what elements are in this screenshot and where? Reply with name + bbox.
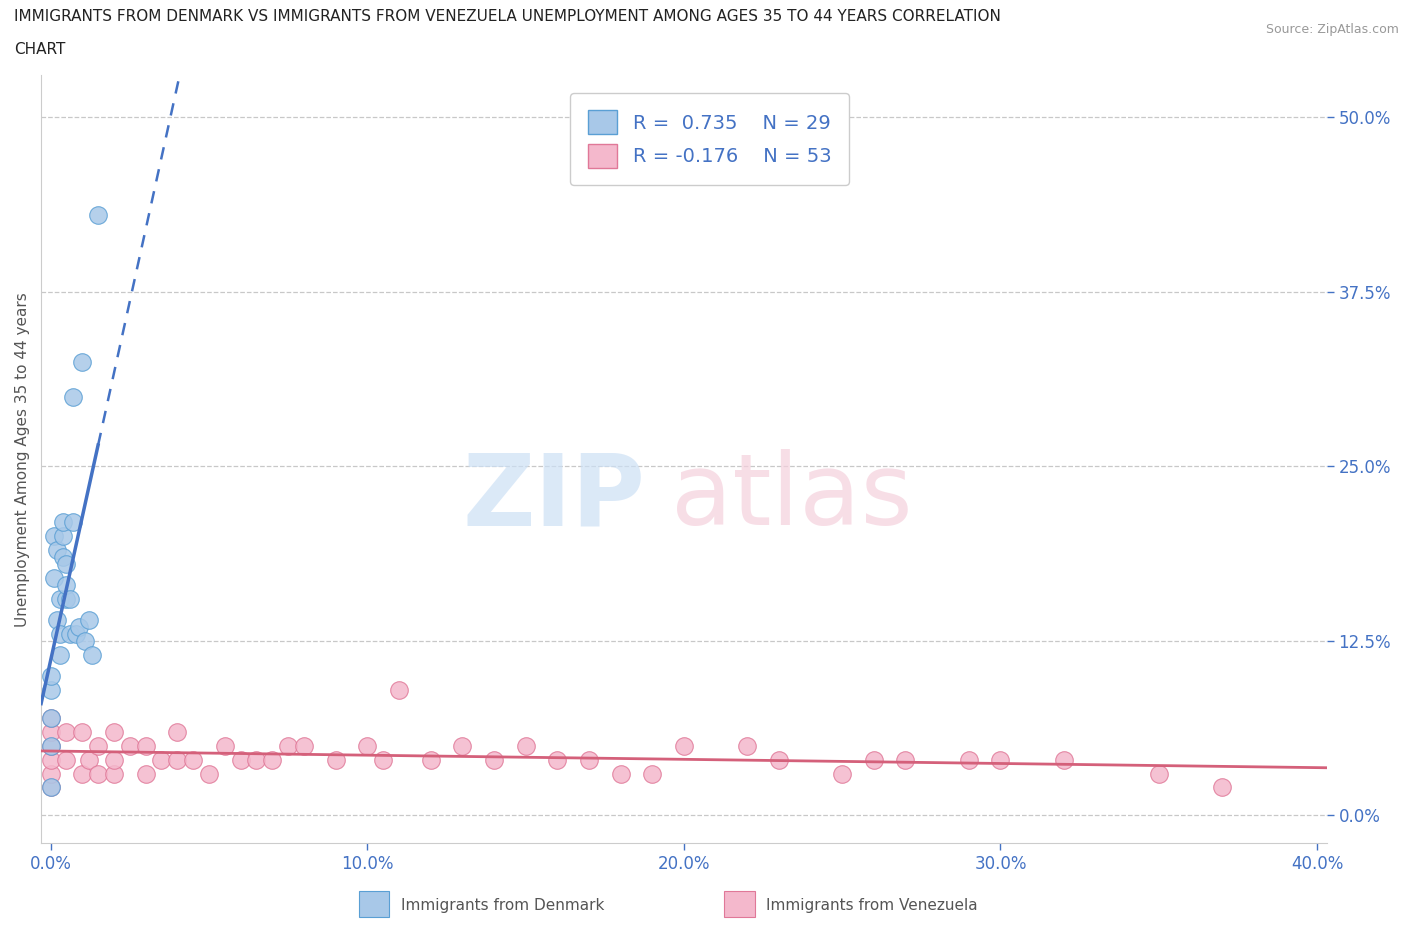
Point — [75, 633, 97, 648]
Point — [672, 738, 695, 753]
Point — [67, 619, 90, 634]
Point — [52, 550, 75, 565]
Point — [39, 780, 62, 795]
Point — [862, 752, 884, 767]
Point — [118, 738, 141, 753]
Point — [451, 738, 474, 753]
Point — [42, 529, 65, 544]
Point — [103, 766, 125, 781]
Point — [181, 752, 204, 767]
Point — [62, 389, 84, 404]
Text: CHART: CHART — [14, 42, 66, 57]
Point — [214, 738, 236, 753]
Point — [356, 738, 378, 753]
Y-axis label: Unemployment Among Ages 35 to 44 years: Unemployment Among Ages 35 to 44 years — [15, 292, 30, 627]
Point — [59, 627, 82, 642]
Text: Immigrants from Venezuela: Immigrants from Venezuela — [766, 898, 979, 913]
Point — [72, 354, 94, 369]
Point — [103, 752, 125, 767]
Point — [39, 780, 62, 795]
Point — [325, 752, 347, 767]
Point — [135, 738, 157, 753]
Point — [55, 591, 77, 606]
Point — [166, 752, 188, 767]
Point — [39, 738, 62, 753]
Point — [45, 543, 67, 558]
Point — [39, 669, 62, 684]
Text: atlas: atlas — [671, 449, 912, 546]
Point — [578, 752, 600, 767]
Point — [39, 766, 62, 781]
Point — [49, 647, 72, 662]
Point — [52, 515, 75, 530]
Point — [87, 207, 110, 222]
Point — [277, 738, 299, 753]
Point — [87, 738, 110, 753]
Point — [482, 752, 505, 767]
Point — [641, 766, 664, 781]
Point — [957, 752, 980, 767]
Legend: R =  0.735    N = 29, R = -0.176    N = 53: R = 0.735 N = 29, R = -0.176 N = 53 — [571, 93, 849, 185]
Point — [72, 724, 94, 739]
Text: Source: ZipAtlas.com: Source: ZipAtlas.com — [1265, 23, 1399, 36]
Point — [80, 647, 103, 662]
Point — [55, 752, 77, 767]
Point — [166, 724, 188, 739]
Point — [419, 752, 441, 767]
Point — [65, 627, 87, 642]
Point — [609, 766, 631, 781]
Point — [292, 738, 315, 753]
Point — [39, 752, 62, 767]
Point — [388, 683, 411, 698]
Point — [768, 752, 790, 767]
Point — [59, 591, 82, 606]
Point — [39, 724, 62, 739]
Point — [87, 766, 110, 781]
Point — [39, 738, 62, 753]
Point — [1053, 752, 1076, 767]
Point — [1147, 766, 1170, 781]
Text: Immigrants from Denmark: Immigrants from Denmark — [401, 898, 605, 913]
Point — [245, 752, 267, 767]
Point — [1211, 780, 1233, 795]
Point — [49, 627, 72, 642]
Point — [55, 557, 77, 572]
Text: ZIP: ZIP — [463, 449, 645, 546]
Point — [990, 752, 1012, 767]
Point — [371, 752, 394, 767]
Point — [62, 515, 84, 530]
Point — [55, 724, 77, 739]
Point — [39, 711, 62, 725]
Point — [150, 752, 173, 767]
Text: IMMIGRANTS FROM DENMARK VS IMMIGRANTS FROM VENEZUELA UNEMPLOYMENT AMONG AGES 35 : IMMIGRANTS FROM DENMARK VS IMMIGRANTS FR… — [14, 9, 1001, 24]
Point — [39, 683, 62, 698]
Point — [229, 752, 252, 767]
Point — [55, 578, 77, 592]
Point — [515, 738, 537, 753]
Point — [546, 752, 568, 767]
Point — [39, 711, 62, 725]
Point — [198, 766, 221, 781]
Point — [831, 766, 853, 781]
Point — [262, 752, 284, 767]
Point — [77, 613, 100, 628]
Point — [735, 738, 758, 753]
Point — [103, 724, 125, 739]
Point — [42, 571, 65, 586]
Point — [72, 766, 94, 781]
Point — [77, 752, 100, 767]
Point — [49, 591, 72, 606]
Point — [52, 529, 75, 544]
Point — [45, 613, 67, 628]
Point — [894, 752, 917, 767]
Point — [135, 766, 157, 781]
